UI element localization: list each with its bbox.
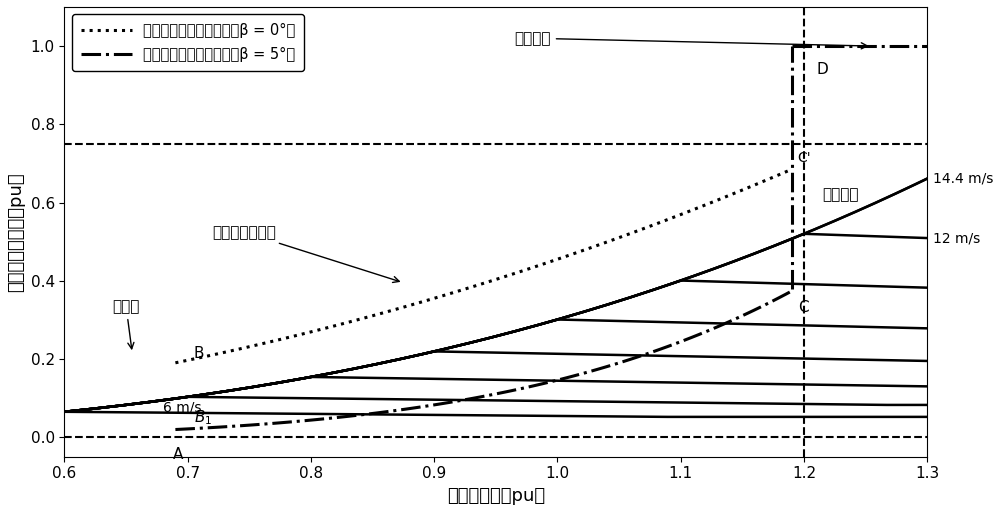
Y-axis label: 风力机机械功率（pu）: 风力机机械功率（pu） [7, 172, 25, 292]
Text: 最大功率跟踪区: 最大功率跟踪区 [212, 225, 399, 283]
Text: 启动区: 启动区 [112, 299, 140, 349]
Line: 最优转速功率跟踪曲线（β = 5°）: 最优转速功率跟踪曲线（β = 5°） [175, 291, 792, 430]
Line: 最优转速功率跟踪曲线（β = 0°）: 最优转速功率跟踪曲线（β = 0°） [175, 169, 792, 363]
最优转速功率跟踪曲线（β = 0°） [169, 360, 181, 366]
Text: $B_1$: $B_1$ [194, 409, 212, 428]
Text: 14.4 m/s: 14.4 m/s [933, 172, 994, 186]
Text: 12 m/s: 12 m/s [933, 231, 981, 245]
Text: D: D [816, 62, 828, 77]
最优转速功率跟踪曲线（β = 0°） [537, 261, 549, 267]
Text: C': C' [798, 152, 811, 165]
Text: 6 m/s: 6 m/s [163, 401, 202, 415]
Text: 恒功率区: 恒功率区 [514, 31, 867, 49]
最优转速功率跟踪曲线（β = 5°） [313, 416, 325, 422]
最优转速功率跟踪曲线（β = 0°） [487, 278, 499, 284]
Text: C: C [798, 301, 808, 315]
最优转速功率跟踪曲线（β = 5°） [169, 426, 181, 433]
最优转速功率跟踪曲线（β = 0°） [288, 333, 300, 339]
Text: 恒转速区: 恒转速区 [822, 187, 859, 202]
最优转速功率跟踪曲线（β = 5°） [537, 380, 549, 387]
Text: B: B [194, 346, 204, 361]
最优转速功率跟踪曲线（β = 5°） [487, 392, 499, 398]
最优转速功率跟踪曲线（β = 0°） [736, 187, 748, 194]
Text: A: A [173, 447, 183, 462]
Legend: 最优转速功率跟踪曲线（β = 0°）, 最优转速功率跟踪曲线（β = 5°）: 最优转速功率跟踪曲线（β = 0°）, 最优转速功率跟踪曲线（β = 5°） [72, 14, 304, 71]
最优转速功率跟踪曲线（β = 5°） [786, 288, 798, 294]
最优转速功率跟踪曲线（β = 0°） [754, 180, 766, 186]
最优转速功率跟踪曲线（β = 0°） [786, 166, 798, 173]
X-axis label: 风力机转速（pu）: 风力机转速（pu） [447, 487, 545, 505]
最优转速功率跟踪曲线（β = 5°） [736, 313, 748, 319]
最优转速功率跟踪曲线（β = 0°） [313, 327, 325, 333]
最优转速功率跟踪曲线（β = 5°） [754, 304, 766, 310]
最优转速功率跟踪曲线（β = 5°） [288, 419, 300, 425]
